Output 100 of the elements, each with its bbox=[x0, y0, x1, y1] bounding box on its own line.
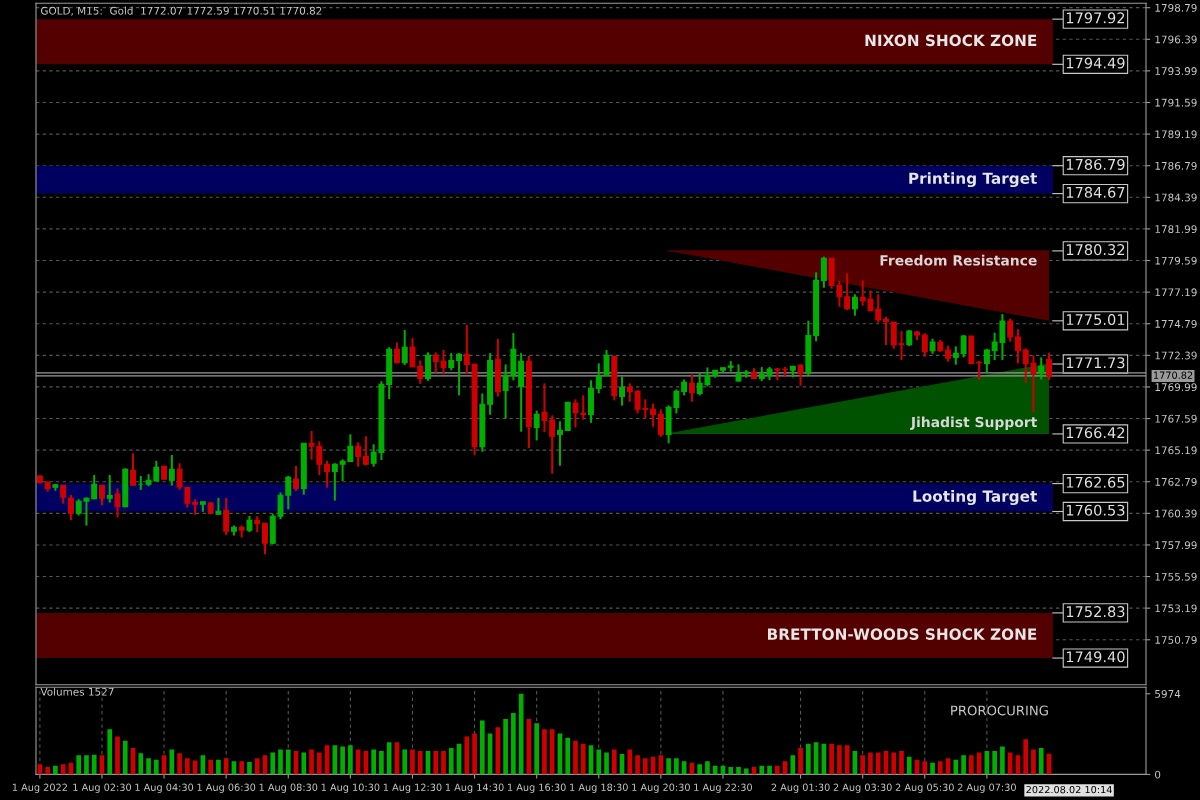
bar bbox=[185, 758, 190, 775]
y-tick-label: 1793.99 bbox=[1155, 67, 1197, 75]
bar bbox=[247, 761, 252, 775]
bar bbox=[728, 767, 734, 775]
bar bbox=[278, 749, 283, 775]
annotation: 1794.49 bbox=[1066, 57, 1125, 69]
bar bbox=[891, 752, 897, 775]
annotation: 1766.42 bbox=[1066, 427, 1125, 439]
bar bbox=[930, 762, 935, 775]
annotation: 1780.32 bbox=[1066, 244, 1125, 256]
bar bbox=[705, 761, 710, 775]
bar bbox=[146, 758, 151, 775]
bar bbox=[371, 749, 376, 775]
y-tick-label: 1755.59 bbox=[1155, 572, 1197, 581]
annotation: 1784.67 bbox=[1066, 186, 1125, 198]
y-tick-label: 1760.39 bbox=[1155, 509, 1197, 518]
bar bbox=[511, 713, 516, 775]
y-tick-label: 1757.99 bbox=[1155, 541, 1197, 550]
chart-title: GOLD, M15: Gold 1772.07 1772.59 1770.51 1770.82 bbox=[41, 6, 322, 16]
x-tick-label: 1 Aug 20:30 bbox=[632, 783, 690, 793]
bar bbox=[829, 743, 834, 775]
annotation: 1775.01 bbox=[1066, 314, 1125, 326]
bar bbox=[922, 761, 928, 775]
bar bbox=[736, 767, 741, 775]
x-tick-label: 1 Aug 08:30 bbox=[259, 783, 318, 793]
bar bbox=[379, 751, 384, 775]
y-tick-label: 1765.19 bbox=[1155, 446, 1197, 455]
x-tick-label: 1 Aug 14:30 bbox=[445, 783, 504, 793]
y-tick-label: 1772.39 bbox=[1155, 351, 1197, 360]
bar bbox=[1000, 746, 1005, 775]
y-tick-label: 1769.99 bbox=[1155, 383, 1197, 392]
series-label: Jihadist Support bbox=[910, 416, 1038, 430]
annotation: 1786.79 bbox=[1066, 158, 1125, 170]
x-tick-label: 2 Aug 03:30 bbox=[833, 783, 892, 793]
bar bbox=[790, 755, 796, 775]
x-tick-label: 1 Aug 12:30 bbox=[383, 783, 442, 793]
y-tick-label: 1777.19 bbox=[1155, 288, 1197, 297]
x-tick-label: 1 Aug 18:30 bbox=[570, 783, 628, 793]
bar bbox=[417, 751, 423, 775]
bar bbox=[767, 765, 772, 775]
bar bbox=[875, 752, 881, 775]
y-tick-label: 1796.39 bbox=[1155, 35, 1197, 44]
bar bbox=[1023, 739, 1029, 775]
y-tick-label: 1753.19 bbox=[1155, 604, 1197, 613]
chart-title: Volumes 1527 bbox=[40, 687, 114, 696]
bar bbox=[899, 751, 904, 775]
x-tick-label: 2 Aug 07:30 bbox=[957, 783, 1016, 793]
bar bbox=[122, 740, 128, 775]
bar bbox=[868, 752, 873, 775]
annotation: 1797.92 bbox=[1066, 12, 1125, 24]
bar bbox=[301, 752, 307, 775]
bar bbox=[153, 759, 159, 775]
y-tick-label: 0 bbox=[1155, 770, 1161, 779]
band-label: Printing Target bbox=[909, 172, 1037, 188]
y-tick-label: 1781.99 bbox=[1155, 225, 1197, 234]
bar bbox=[743, 768, 749, 775]
bar bbox=[1031, 749, 1036, 775]
bar bbox=[402, 749, 408, 775]
bar bbox=[643, 758, 648, 775]
bar bbox=[565, 737, 571, 775]
bar bbox=[549, 729, 555, 775]
bar bbox=[992, 751, 997, 775]
y-tick-label: 1779.59 bbox=[1155, 256, 1197, 265]
bar bbox=[798, 748, 803, 775]
bar bbox=[961, 755, 966, 775]
bar bbox=[774, 765, 780, 775]
bar bbox=[472, 733, 477, 775]
bar bbox=[309, 749, 314, 775]
annotation: 1760.53 bbox=[1066, 504, 1125, 516]
y-tick-label: 1789.19 bbox=[1155, 130, 1197, 139]
bar bbox=[91, 754, 97, 775]
annotation: PROROCURING bbox=[951, 705, 1048, 716]
annotation: 1749.40 bbox=[1066, 651, 1125, 663]
x-tick-label: 1 Aug 02:30 bbox=[73, 783, 132, 793]
bar bbox=[223, 758, 229, 775]
bar bbox=[596, 749, 602, 775]
annotation: 1762.65 bbox=[1066, 476, 1125, 488]
candlestick bbox=[580, 395, 587, 420]
bar bbox=[534, 723, 539, 775]
bar bbox=[254, 758, 260, 775]
series-label: Freedom Resistance bbox=[880, 254, 1037, 266]
y-tick-label: 1786.79 bbox=[1155, 161, 1197, 170]
band-label: NIXON SHOCK ZONE bbox=[865, 34, 1037, 47]
y-tick-label: 1767.59 bbox=[1155, 414, 1197, 423]
bar bbox=[448, 748, 454, 775]
bar bbox=[837, 745, 842, 775]
bar bbox=[270, 752, 276, 775]
bar bbox=[107, 729, 113, 775]
y-tick-label: 1774.79 bbox=[1155, 319, 1197, 328]
bar bbox=[627, 749, 633, 775]
annotation: 1752.83 bbox=[1066, 606, 1125, 618]
bar bbox=[138, 753, 144, 775]
bar bbox=[969, 755, 974, 775]
bar bbox=[410, 749, 415, 775]
bar bbox=[285, 749, 291, 775]
bar bbox=[480, 720, 485, 775]
bar bbox=[580, 743, 586, 775]
bar bbox=[604, 752, 609, 775]
bar bbox=[340, 746, 345, 775]
bar bbox=[759, 765, 765, 775]
